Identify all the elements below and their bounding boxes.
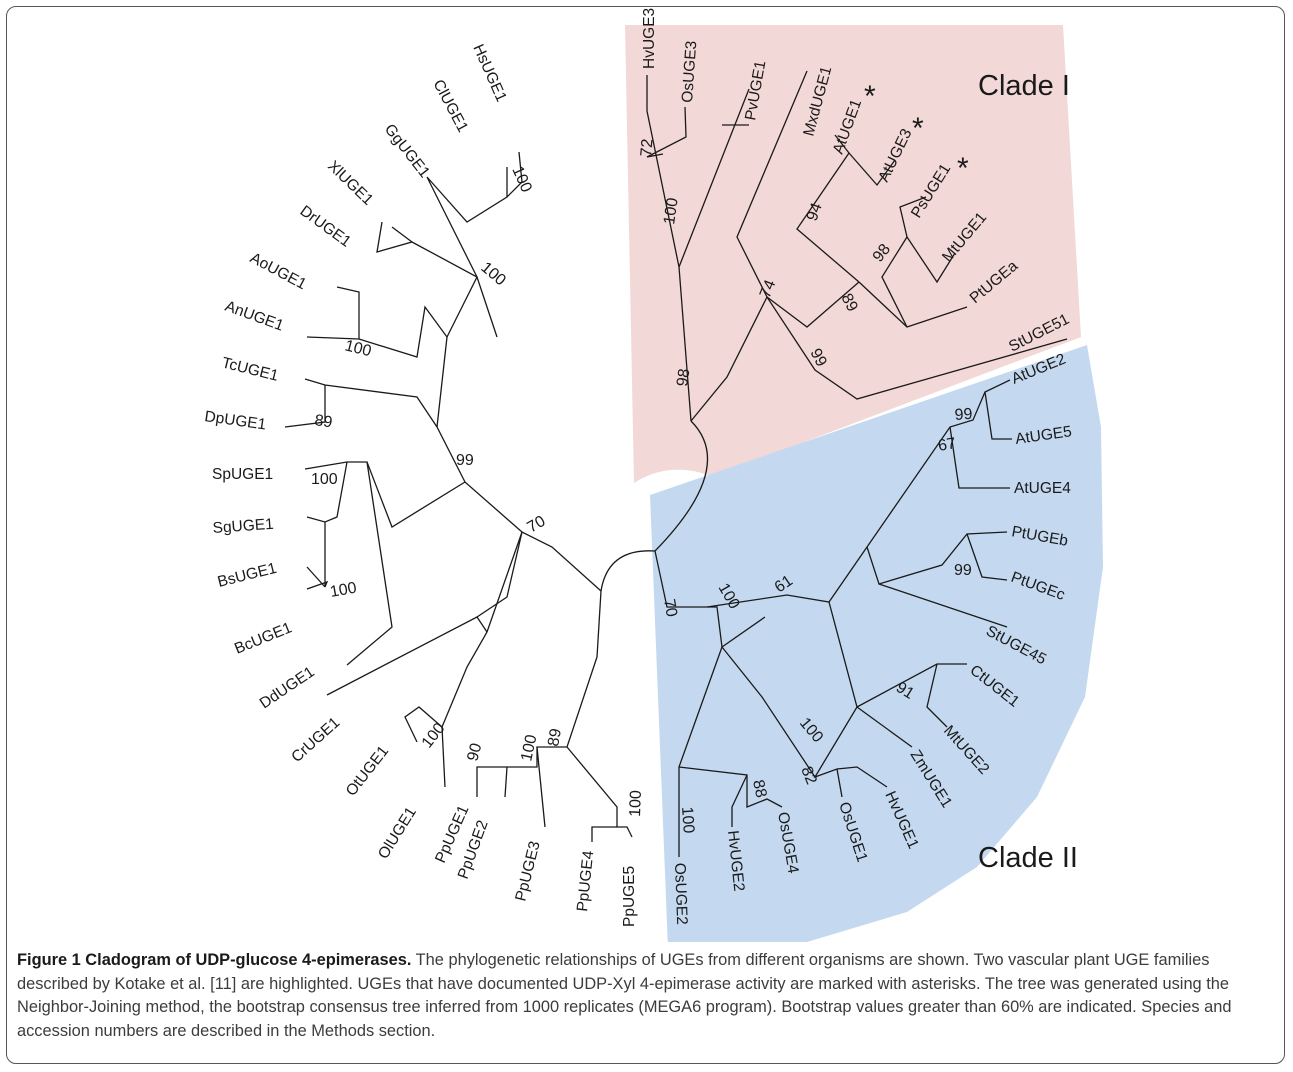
bootstrap-value: 99 [954, 562, 972, 579]
bootstrap-value: 70 [525, 513, 549, 537]
leaf-label: XlUGE1 [324, 158, 376, 209]
leaf-label: HsUGE1 [469, 42, 509, 105]
leaf-label: SpUGE1 [212, 466, 273, 483]
leaf-label: OtUGE1 [343, 743, 392, 800]
leaf-label: AtUGE4 [1014, 480, 1071, 497]
cladogram: Clade I Clade II * * * [203, 8, 1103, 942]
bootstrap-value: 89 [545, 727, 565, 748]
leaf-label: CrUGE1 [288, 714, 343, 766]
leaf-label: PpUGE5 [621, 866, 638, 927]
bootstrap-value: 98 [674, 367, 693, 387]
bootstrap-value: 100 [477, 259, 508, 289]
leaf-label: OsUGE2 [671, 863, 690, 926]
bootstrap-value: 100 [661, 197, 682, 226]
bootstrap-value: 67 [937, 435, 958, 455]
bootstrap-value: 72 [638, 138, 656, 157]
leaf-label: PpUGE3 [512, 840, 543, 903]
bootstrap-value: 99 [456, 452, 474, 469]
bootstrap-value: 100 [343, 337, 373, 360]
bootstrap-value: 100 [508, 164, 534, 195]
asterisk-psuge1: * [957, 152, 969, 185]
leaf-label: BcUGE1 [232, 619, 294, 657]
bootstrap-value: 91 [893, 679, 917, 703]
clade-1-highlight [625, 25, 1081, 483]
bootstrap-value: 70 [660, 598, 680, 619]
clade-2-highlight [650, 345, 1103, 942]
leaf-label: DpUGE1 [203, 408, 267, 433]
bootstrap-value: 100 [627, 790, 645, 817]
clade-1-label: Clade I [978, 70, 1070, 102]
figure-caption: Figure 1 Cladogram of UDP-glucose 4-epim… [17, 949, 1279, 1043]
tree-branches [284, 70, 1068, 857]
bootstrap-value: 100 [329, 580, 358, 601]
leaf-label: HvUGE3 [641, 8, 658, 69]
leaf-label: ClUGE1 [429, 77, 471, 135]
bootstrap-value: 100 [419, 720, 449, 752]
bootstrap-value: 89 [837, 291, 860, 315]
leaf-label: DrUGE1 [297, 202, 354, 250]
bootstrap-value: 100 [678, 806, 697, 834]
bootstrap-value: 88 [749, 778, 769, 799]
bootstrap-value: 89 [313, 412, 333, 431]
leaf-label: OsUGE3 [679, 40, 700, 103]
clade-2-label: Clade II [978, 842, 1078, 874]
bootstrap-value: 82 [797, 764, 819, 787]
bootstrap-value: 100 [518, 733, 540, 763]
leaf-label: TcUGE1 [220, 354, 280, 384]
leaf-label: DdUGE1 [257, 664, 318, 713]
leaf-label: BsUGE1 [216, 560, 279, 591]
leaf-label: AoUGE1 [247, 250, 309, 294]
figure-frame: Clade I Clade II * * * [6, 6, 1285, 1064]
bootstrap-value: 99 [806, 346, 829, 370]
bootstrap-value: 94 [804, 201, 826, 224]
caption-body: The phylogenetic relationships of UGEs f… [17, 951, 1232, 1040]
bootstrap-value: 74 [757, 278, 779, 301]
bootstrap-value: 99 [954, 406, 973, 424]
leaf-label: SgUGE1 [212, 516, 274, 537]
leaf-label: AnUGE1 [223, 298, 286, 335]
caption-title: Figure 1 Cladogram of UDP-glucose 4-epim… [17, 951, 412, 969]
leaf-label: PpUGE4 [574, 849, 597, 912]
asterisk-atuge1: * [864, 80, 876, 113]
leaf-label: GgUGE1 [381, 121, 433, 181]
leaf-label: OlUGE1 [375, 804, 420, 862]
leaf-label: HvUGE2 [724, 830, 747, 893]
bootstrap-value: 100 [311, 471, 338, 488]
bootstrap-value: 90 [464, 741, 485, 763]
asterisk-atuge3: * [912, 112, 924, 145]
